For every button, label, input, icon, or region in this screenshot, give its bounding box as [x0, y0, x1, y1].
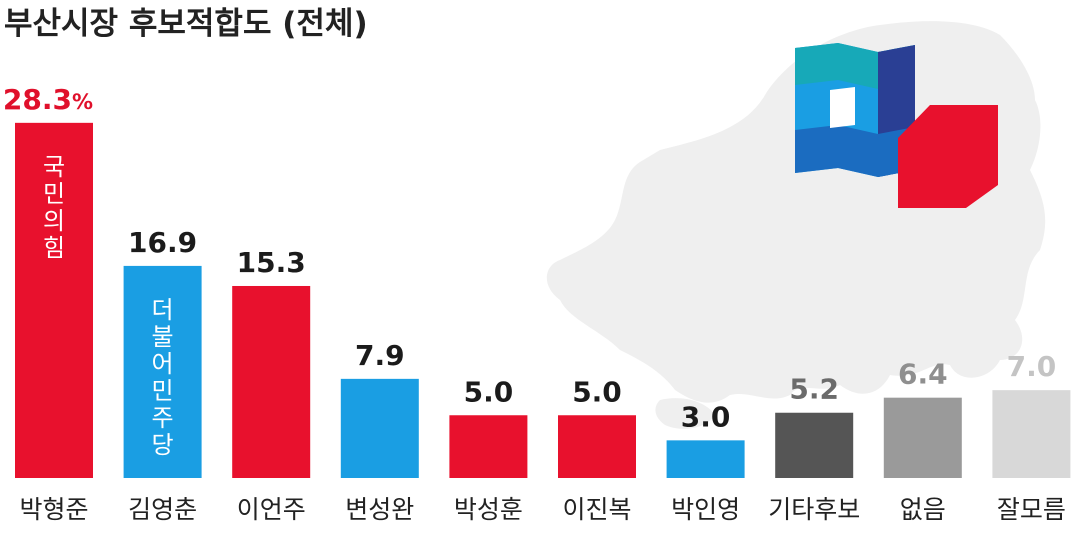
bar	[666, 440, 745, 478]
value-label: 5.0	[464, 375, 514, 408]
bar	[123, 265, 202, 478]
bar	[340, 378, 419, 478]
blue-flag-window	[830, 87, 855, 128]
category-label: 박형준	[19, 495, 88, 524]
category-label: 이언주	[237, 495, 306, 524]
value-label: 7.9	[355, 339, 405, 372]
category-label: 김영춘	[128, 495, 197, 524]
category-label: 변성완	[345, 495, 414, 524]
party-logo-graphic	[795, 43, 998, 208]
chart-title: 부산시장 후보적합도 (전체)	[4, 6, 368, 42]
value-label: 5.0	[572, 375, 622, 408]
category-label: 박성훈	[454, 495, 523, 524]
bar	[883, 397, 962, 478]
bar-group: 5.2 기타후보	[768, 373, 860, 524]
red-hexagon-shape	[898, 105, 998, 208]
bar	[775, 412, 854, 478]
value-label: 3.0	[681, 400, 731, 433]
value-label: 5.2	[789, 373, 839, 406]
blue-flag-bottom-band	[795, 125, 915, 177]
bar-group: 7.9 변성완	[340, 339, 419, 524]
bar	[449, 415, 528, 478]
value-label: 15.3	[237, 246, 306, 279]
bar	[232, 285, 311, 478]
category-label: 없음	[900, 495, 946, 524]
value-label: 28.3%	[3, 83, 93, 116]
bar	[15, 122, 93, 479]
bar-group: 15.3 이언주	[232, 246, 311, 524]
busan-island-background	[655, 398, 715, 429]
value-label: 6.4	[898, 358, 948, 391]
value-label: 16.9	[128, 226, 197, 259]
value-label: 7.0	[1007, 350, 1057, 383]
category-label: 박인영	[671, 495, 740, 524]
category-label: 잘모름	[997, 495, 1066, 524]
category-label: 기타후보	[768, 495, 860, 524]
bar	[992, 390, 1071, 478]
bar-group: 3.0 박인영	[666, 400, 745, 524]
bar	[558, 415, 636, 478]
bar-group: 5.0 이진복	[558, 375, 636, 524]
bar-group: 7.0 잘모름	[992, 350, 1071, 524]
value-unit: %	[72, 90, 93, 114]
bar-group: 6.4 없음	[883, 358, 962, 524]
bar-group: 5.0 박성훈	[449, 375, 528, 524]
category-label: 이진복	[562, 495, 631, 524]
